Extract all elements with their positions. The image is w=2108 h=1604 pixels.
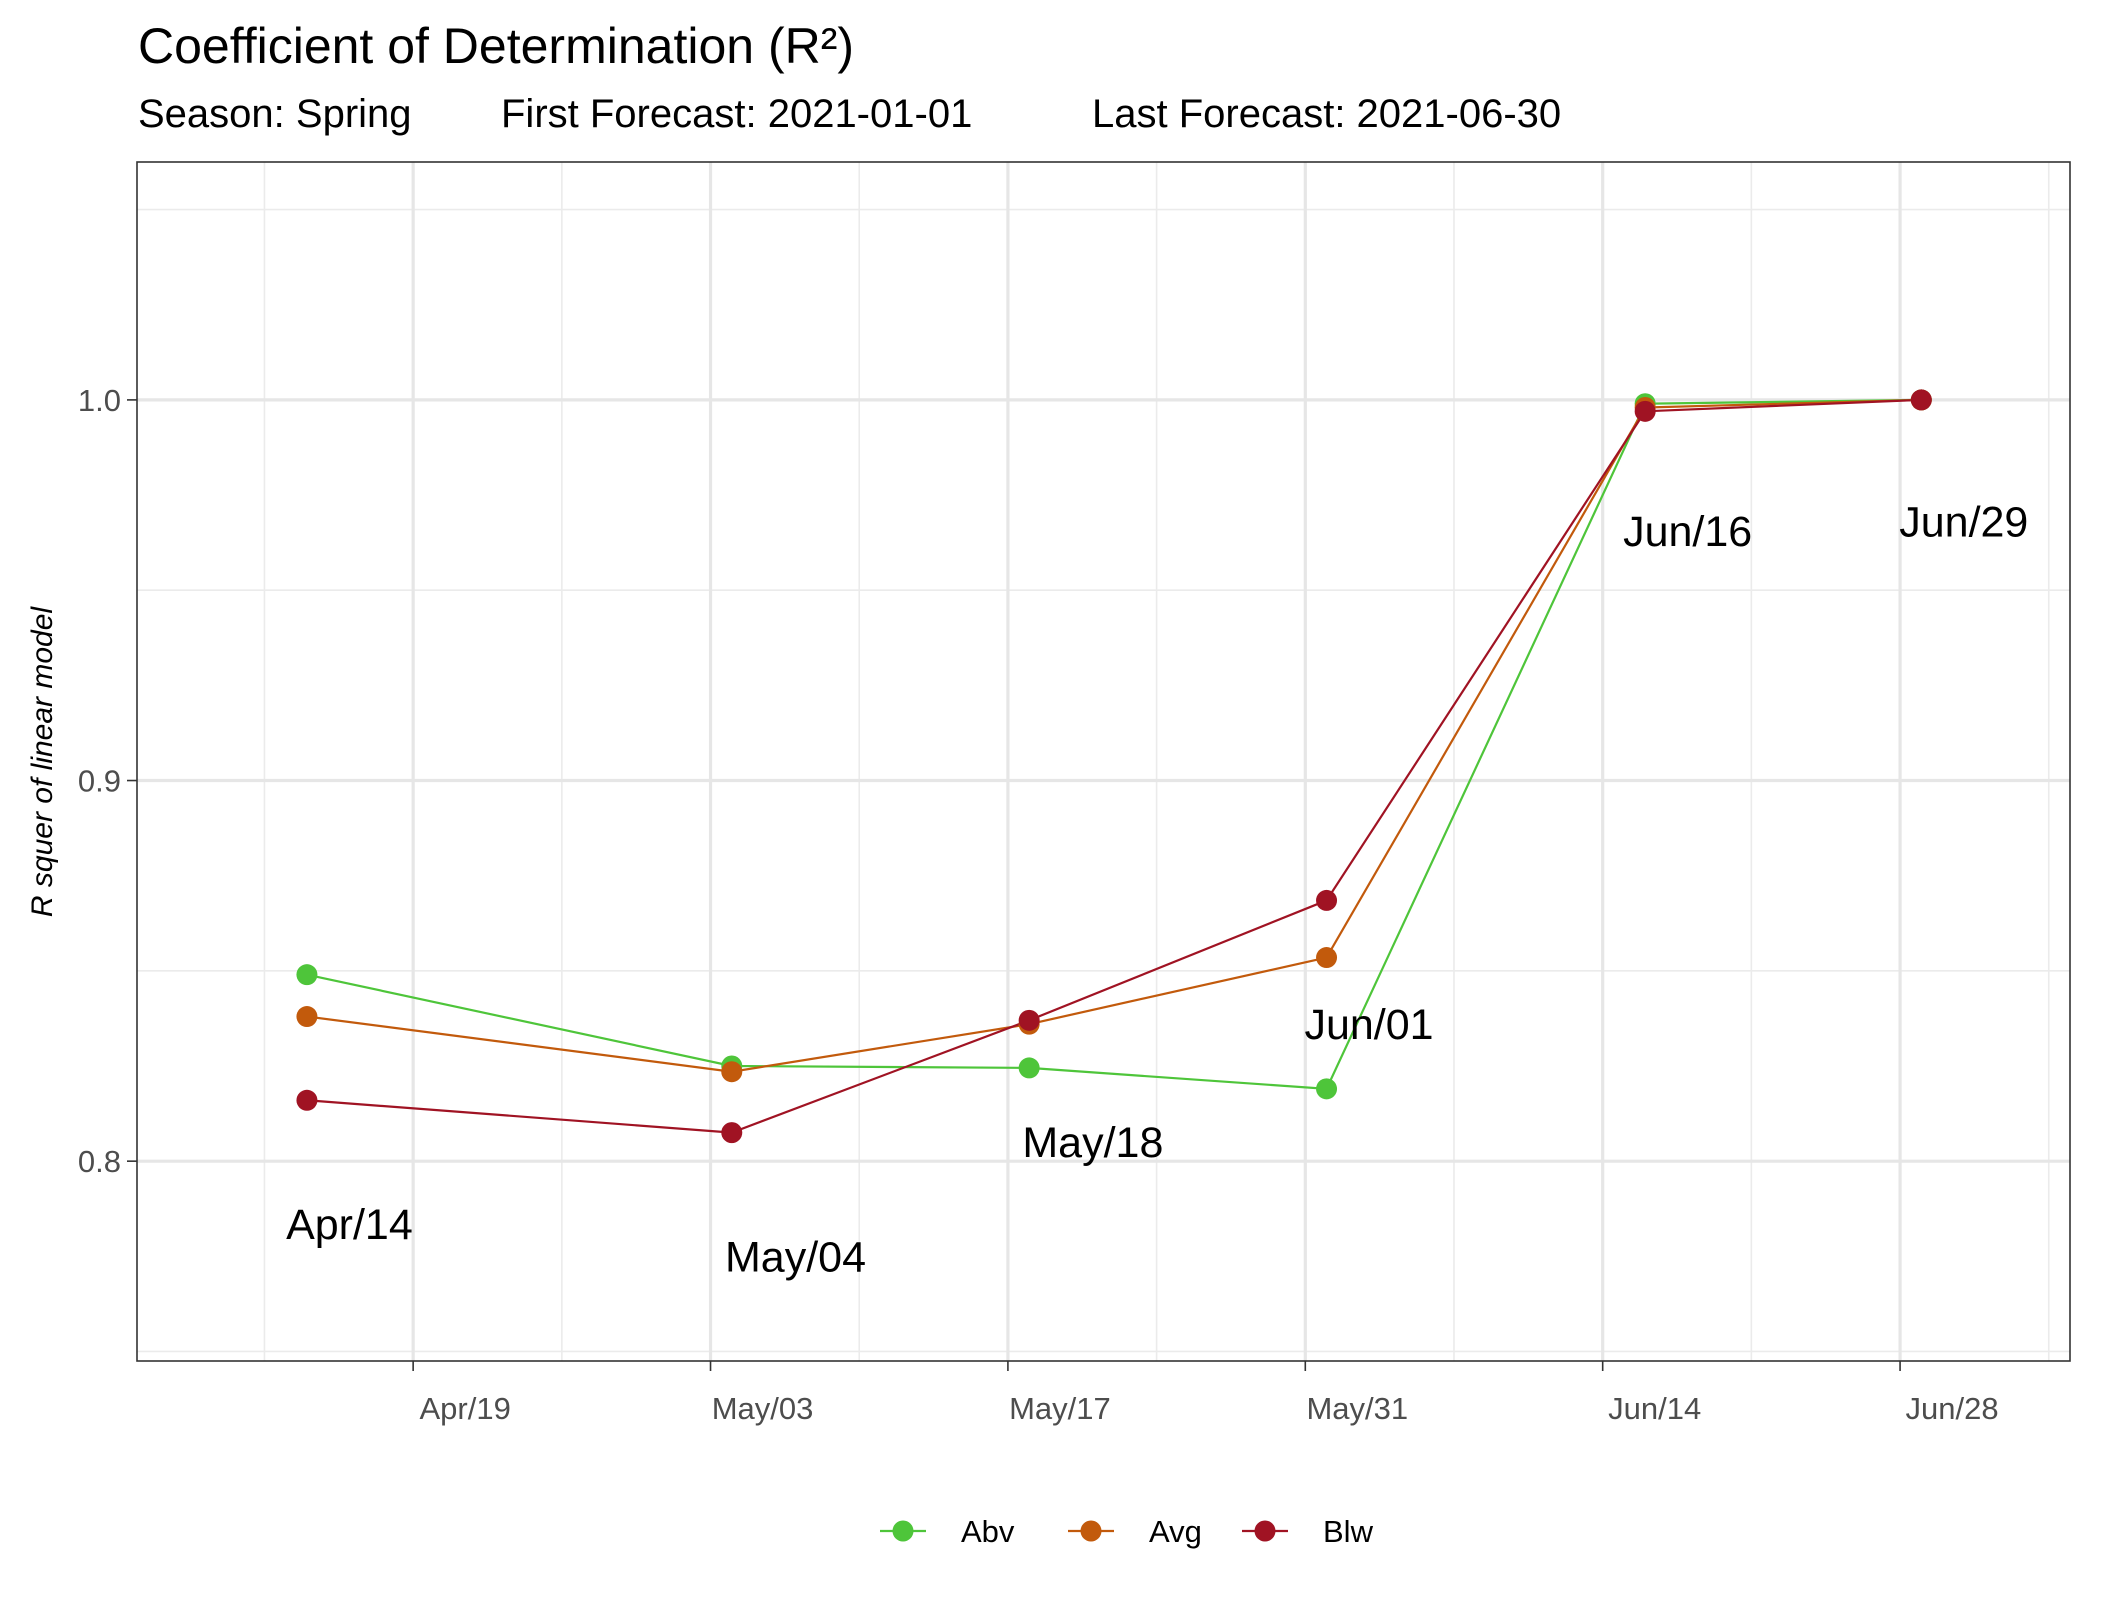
x-tick-label: Apr/19	[419, 1391, 510, 1426]
data-point-blw	[296, 1089, 318, 1111]
legend-marker-blw	[1254, 1520, 1276, 1542]
y-tick-label: 0.9	[78, 764, 121, 799]
legend-label-avg: Avg	[1149, 1514, 1202, 1549]
data-point-abv	[1316, 1078, 1338, 1100]
date-annotation: May/04	[725, 1233, 866, 1281]
series-layer	[296, 389, 1932, 1144]
date-annotation: Jun/29	[1899, 499, 2028, 547]
date-annotation: Jun/16	[1623, 508, 1752, 556]
date-annotation: May/18	[1022, 1119, 1163, 1167]
data-point-avg	[296, 1006, 318, 1028]
x-tick-label: Jun/14	[1608, 1391, 1701, 1426]
data-point-blw	[721, 1122, 743, 1144]
legend: Abv Avg Blw	[880, 1514, 1374, 1549]
chart-subtitle-first-forecast: First Forecast: 2021-01-01	[501, 92, 972, 136]
chart-subtitle-last-forecast: Last Forecast: 2021-06-30	[1092, 92, 1561, 136]
plot-panel-border	[136, 161, 2071, 1362]
data-point-avg	[721, 1061, 743, 1083]
series-line-blw	[306, 398, 1922, 1134]
x-axis: Apr/19 May/03 May/17 May/31 Jun/14 Jun/28	[412, 1361, 1999, 1426]
date-annotation: Apr/14	[286, 1201, 413, 1249]
chart-subtitle-season: Season: Spring	[138, 92, 412, 136]
legend-label-blw: Blw	[1323, 1514, 1374, 1549]
point-annotations: Apr/14 May/04 May/18 Jun/01 Jun/16 Jun/29	[286, 499, 2028, 1282]
major-gridlines	[137, 162, 2070, 1361]
data-point-abv	[1018, 1057, 1040, 1079]
x-tick-label: May/17	[1009, 1391, 1111, 1426]
date-annotation: Jun/01	[1304, 1001, 1433, 1049]
minor-gridlines	[137, 162, 2070, 1361]
x-tick-label: Jun/28	[1906, 1391, 1999, 1426]
series-line-abv	[306, 398, 1922, 1090]
x-tick-label: May/03	[712, 1391, 814, 1426]
x-tick-label: May/31	[1306, 1391, 1408, 1426]
data-point-blw	[1910, 389, 1932, 411]
data-point-blw	[1316, 889, 1338, 911]
data-point-abv	[296, 964, 318, 986]
data-point-avg	[1316, 947, 1338, 969]
y-axis-title: R squer of linear model	[26, 606, 59, 917]
y-tick-label: 1.0	[78, 383, 121, 418]
y-tick-label: 0.8	[78, 1144, 121, 1179]
chart-title: Coefficient of Determination (R²)	[138, 18, 854, 74]
series-line-avg	[306, 398, 1922, 1073]
data-point-blw	[1634, 400, 1656, 422]
legend-marker-avg	[1080, 1520, 1102, 1542]
data-point-blw	[1018, 1009, 1040, 1031]
legend-label-abv: Abv	[961, 1514, 1015, 1549]
y-axis: 0.8 0.9 1.0	[78, 383, 137, 1179]
legend-marker-abv	[892, 1520, 914, 1542]
